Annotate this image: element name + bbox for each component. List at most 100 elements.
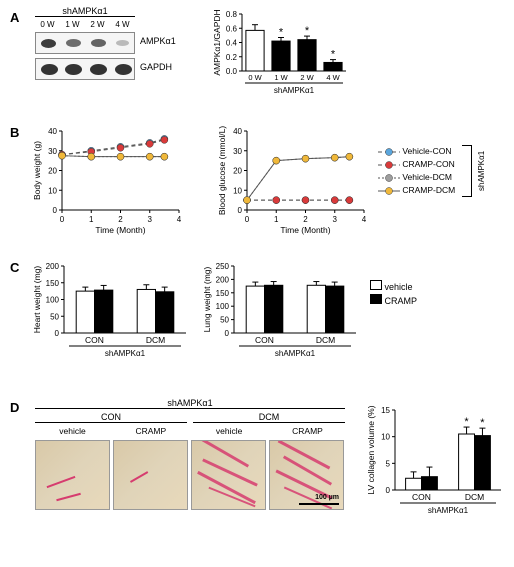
svg-text:shAMPKα1: shAMPKα1 [105, 349, 146, 358]
svg-text:0.8: 0.8 [226, 10, 238, 19]
treatment-label: CRAMP [113, 426, 188, 436]
svg-text:3: 3 [148, 215, 153, 224]
bracket [462, 145, 472, 197]
svg-text:1: 1 [274, 215, 279, 224]
svg-text:shAMPKα1: shAMPKα1 [274, 86, 315, 95]
svg-text:0: 0 [225, 329, 230, 338]
lane-label: 4 W [115, 20, 129, 29]
svg-text:5: 5 [386, 459, 391, 468]
svg-text:DCM: DCM [146, 335, 165, 345]
svg-text:50: 50 [50, 312, 59, 321]
svg-text:0.4: 0.4 [226, 39, 238, 48]
svg-text:10: 10 [48, 186, 57, 195]
blot-gapdh [35, 58, 135, 80]
histology-tile [35, 440, 110, 510]
svg-text:1 W: 1 W [274, 73, 288, 82]
svg-text:100: 100 [46, 296, 60, 305]
histology-tile [191, 440, 266, 510]
svg-text:20: 20 [233, 167, 242, 176]
lane-label: 1 W [65, 20, 79, 29]
panel-b-left-chart: 0 10 20 30 40 0 1 2 3 4 Body weight (g) Time (Month… [30, 125, 185, 235]
svg-text:0: 0 [386, 486, 391, 495]
treatment-label: vehicle [35, 426, 110, 436]
svg-text:100: 100 [216, 302, 230, 311]
svg-text:0.6: 0.6 [226, 24, 238, 33]
svg-text:4: 4 [177, 215, 182, 224]
panel-d-label: D [10, 400, 19, 415]
svg-text:150: 150 [216, 289, 230, 298]
svg-text:Body weight (g): Body weight (g) [32, 141, 42, 200]
treatment-label: vehicle [192, 426, 267, 436]
panel-c-label: C [10, 260, 19, 275]
blot-ampk [35, 32, 135, 54]
panel-b-right-chart: 0 10 20 30 40 0 1 2 3 4 Blood glucose (mmol/L) Time… [215, 125, 370, 235]
svg-text:0: 0 [245, 215, 250, 224]
svg-text:0: 0 [53, 206, 58, 215]
panel-a-chart: 0.00.20.40.60.80 W*1 W*2 W*4 WAMPKα1/GAP… [210, 6, 350, 101]
svg-text:50: 50 [220, 316, 229, 325]
svg-text:0: 0 [55, 329, 60, 338]
svg-text:DCM: DCM [316, 335, 335, 345]
svg-text:shAMPKα1: shAMPKα1 [275, 349, 316, 358]
svg-text:CON: CON [85, 335, 104, 345]
svg-text:10: 10 [381, 433, 390, 442]
svg-text:150: 150 [46, 279, 60, 288]
svg-text:0.2: 0.2 [226, 53, 238, 62]
lane-label: 2 W [90, 20, 104, 29]
svg-text:CON: CON [412, 492, 431, 502]
svg-text:250: 250 [216, 262, 230, 271]
panel-d-header: shAMPKα1 [35, 398, 345, 409]
svg-text:20: 20 [48, 167, 57, 176]
svg-text:40: 40 [48, 127, 57, 136]
panel-b-group-label: shAMPKα1 [477, 145, 486, 197]
svg-text:0: 0 [60, 215, 65, 224]
svg-text:0 W: 0 W [248, 73, 262, 82]
svg-text:30: 30 [233, 147, 242, 156]
svg-text:DCM: DCM [465, 492, 484, 502]
panel-c-left-chart: 0 50 100 150 200 CON DCM Heart weight (mg) shAMP… [30, 258, 190, 363]
svg-text:4: 4 [362, 215, 367, 224]
svg-text:CON: CON [255, 335, 274, 345]
svg-text:Time (Month): Time (Month) [280, 225, 330, 235]
panel-b-label: B [10, 125, 19, 140]
svg-text:200: 200 [46, 262, 60, 271]
histology-tile: 100 µm [269, 440, 344, 510]
svg-text:Heart weight (mg): Heart weight (mg) [32, 266, 42, 334]
svg-text:Blood glucose (mmol/L): Blood glucose (mmol/L) [217, 126, 227, 215]
svg-text:shAMPKα1: shAMPKα1 [428, 506, 469, 515]
histology-row: 100 µm [35, 440, 344, 510]
svg-text:2: 2 [303, 215, 308, 224]
svg-text:*: * [305, 25, 310, 37]
panel-d-chart: 0 5 10 15 CON * * DCM LV collagen volume (%) shAM… [365, 400, 505, 520]
svg-text:3: 3 [333, 215, 338, 224]
svg-text:*: * [464, 416, 469, 428]
row-label: GAPDH [140, 62, 172, 72]
svg-text:0: 0 [238, 206, 243, 215]
svg-text:1: 1 [89, 215, 94, 224]
svg-text:30: 30 [48, 147, 57, 156]
svg-text:4 W: 4 W [326, 73, 340, 82]
svg-text:2: 2 [118, 215, 123, 224]
treatment-label: CRAMP [270, 426, 345, 436]
panel-a-header: shAMPKα1 [35, 6, 135, 17]
row-label: AMPKα1 [140, 36, 176, 46]
panel-b-legend: Vehicle-CON CRAMP-CON Vehicle-DCM CRAMP-… [378, 145, 455, 197]
svg-text:LV collagen volume (%): LV collagen volume (%) [366, 405, 376, 494]
svg-text:2 W: 2 W [300, 73, 314, 82]
histology-tile [113, 440, 188, 510]
svg-text:Lung weight (mg): Lung weight (mg) [202, 266, 212, 332]
svg-text:*: * [480, 417, 485, 429]
svg-text:0.0: 0.0 [226, 67, 238, 76]
panel-c-legend: vehicle CRAMP [370, 280, 417, 308]
svg-text:10: 10 [233, 186, 242, 195]
svg-text:15: 15 [381, 406, 390, 415]
panel-a-label: A [10, 10, 19, 25]
group-label: CON [35, 412, 187, 423]
svg-text:*: * [331, 49, 336, 61]
panel-c-right-chart: 0 50 100 150 200 250 CON DCM Lung weight (mg) shA… [200, 258, 360, 363]
lane-label: 0 W [40, 20, 54, 29]
svg-text:AMPKα1/GAPDH: AMPKα1/GAPDH [212, 9, 222, 75]
svg-text:Time (Month): Time (Month) [95, 225, 145, 235]
svg-text:40: 40 [233, 127, 242, 136]
svg-text:200: 200 [216, 275, 230, 284]
